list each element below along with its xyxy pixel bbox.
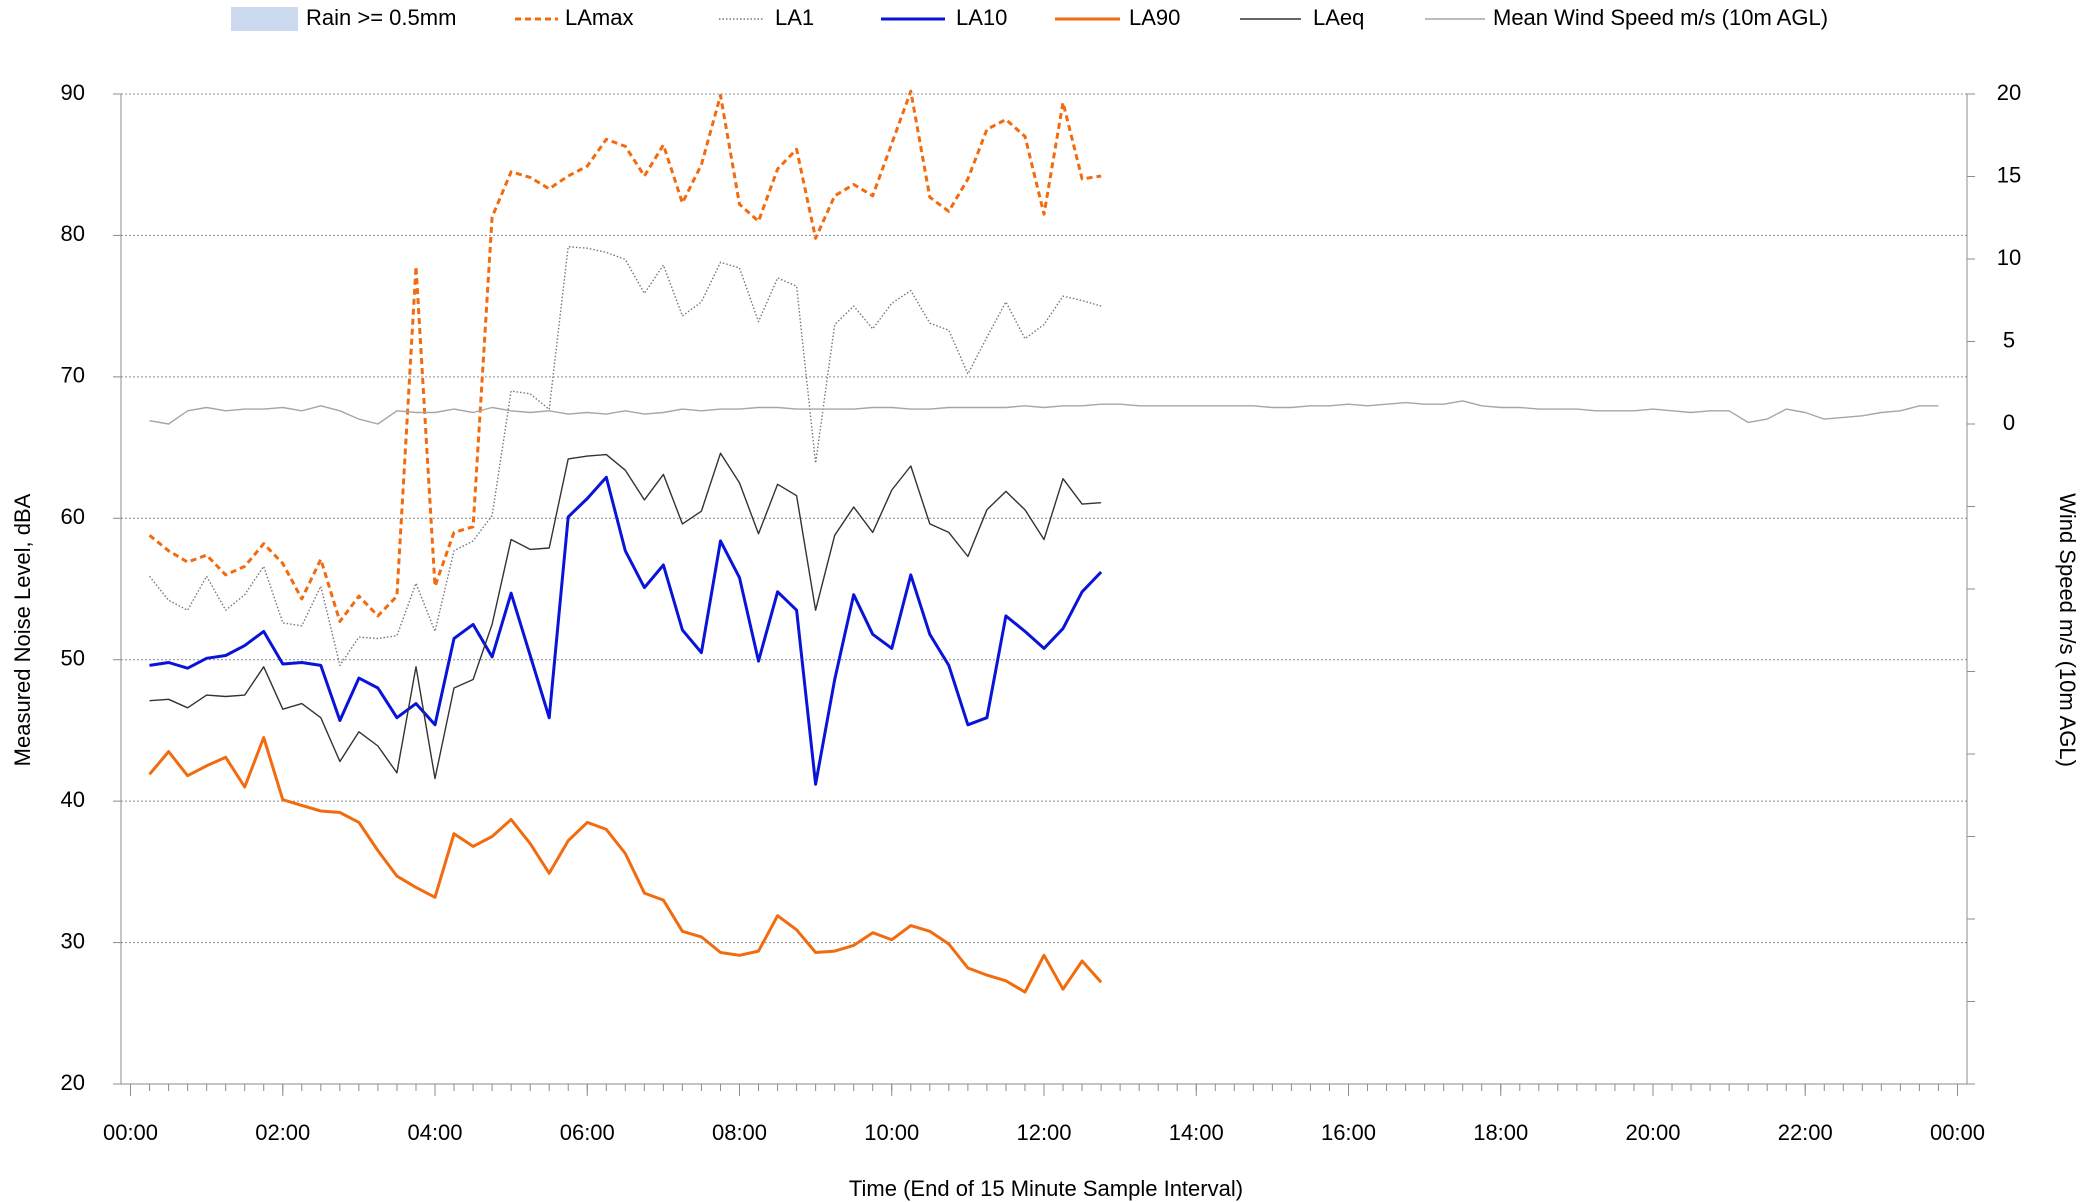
series-line [148,89,1102,623]
y-tick-label: 30 [61,928,85,953]
y2-tick-label: 0 [2003,410,2015,435]
x-tick-label: 04:00 [407,1120,462,1145]
legend-swatch [231,7,298,31]
y2-tick-label: 20 [1997,80,2021,105]
x-tick-label: 00:00 [1930,1120,1985,1145]
series-line [149,452,1102,780]
legend-label: Rain >= 0.5mm [306,5,456,30]
x-tick-label: 00:00 [103,1120,158,1145]
y-tick-label: 60 [61,504,85,529]
y-axis-label: Measured Noise Level, dBA [10,493,35,766]
x-tick-label: 02:00 [255,1120,310,1145]
legend-label: LA10 [956,5,1007,30]
y-tick-label: 90 [61,80,85,105]
x-tick-label: 18:00 [1473,1120,1528,1145]
x-tick-label: 08:00 [712,1120,767,1145]
y-tick-label: 70 [61,363,85,388]
series-line [148,246,1102,667]
y2-tick-label: 15 [1997,162,2021,187]
series-line [149,475,1103,786]
x-tick-label: 16:00 [1321,1120,1376,1145]
y-tick-label: 40 [61,787,85,812]
y2-axis-label: Wind Speed m/s (10m AGL) [2055,493,2080,767]
x-tick-label: 20:00 [1625,1120,1680,1145]
legend-label: LAeq [1313,5,1364,30]
y2-tick-label: 5 [2003,327,2015,352]
x-tick-label: 22:00 [1778,1120,1833,1145]
x-tick-label: 14:00 [1169,1120,1224,1145]
legend-label: LA1 [775,5,814,30]
series-line [148,736,1103,994]
x-axis-label: Time (End of 15 Minute Sample Interval) [849,1176,1243,1201]
legend-label: Mean Wind Speed m/s (10m AGL) [1493,5,1828,30]
y-tick-label: 80 [61,221,85,246]
series-line [149,400,1939,425]
legend-label: LAmax [565,5,633,30]
y-tick-label: 50 [61,646,85,671]
y-tick-label: 20 [61,1070,85,1095]
legend-label: LA90 [1129,5,1180,30]
x-tick-label: 10:00 [864,1120,919,1145]
x-tick-label: 06:00 [560,1120,615,1145]
x-tick-label: 12:00 [1016,1120,1071,1145]
y2-tick-label: 10 [1997,245,2021,270]
